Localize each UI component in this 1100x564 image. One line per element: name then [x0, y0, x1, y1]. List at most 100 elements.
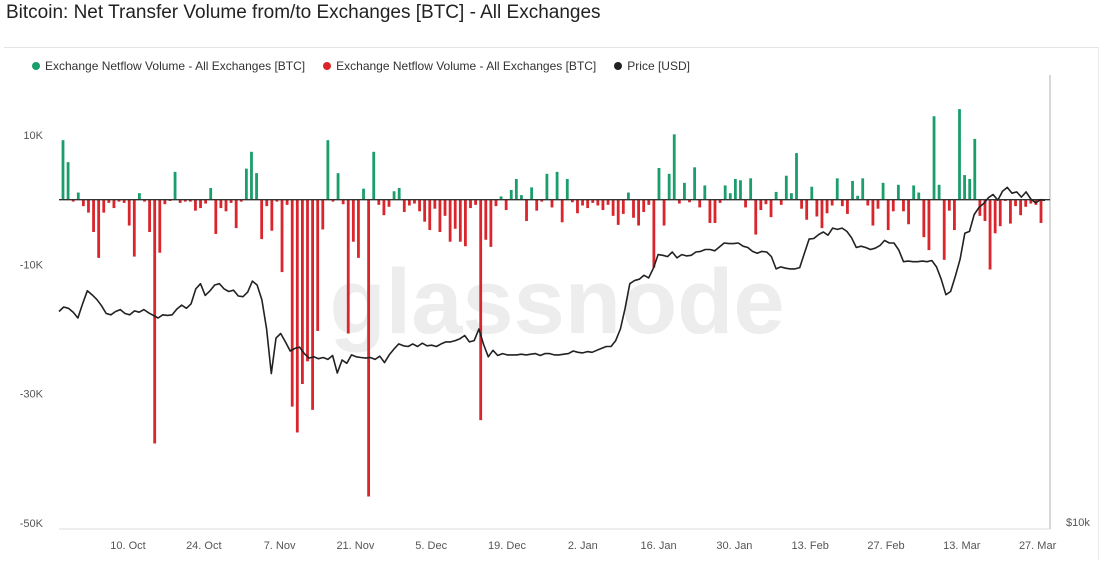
outflow-bar[interactable] — [947, 199, 951, 211]
outflow-bar[interactable] — [846, 199, 849, 214]
outflow-bar[interactable] — [234, 199, 238, 229]
outflow-bar[interactable] — [978, 199, 982, 216]
outflow-bar[interactable] — [402, 199, 406, 212]
outflow-bar[interactable] — [270, 199, 274, 231]
inflow-bar[interactable] — [255, 173, 258, 200]
inflow-bar[interactable] — [362, 188, 365, 200]
outflow-bar[interactable] — [199, 199, 202, 209]
outflow-bar[interactable] — [540, 199, 544, 202]
inflow-bar[interactable] — [520, 195, 523, 200]
outflow-bar[interactable] — [107, 199, 111, 203]
outflow-bar[interactable] — [295, 199, 299, 433]
outflow-bar[interactable] — [581, 199, 584, 206]
outflow-bar[interactable] — [382, 199, 386, 216]
outflow-bar[interactable] — [922, 199, 926, 238]
outflow-bar[interactable] — [535, 199, 539, 211]
outflow-bar[interactable] — [433, 199, 437, 209]
outflow-bar[interactable] — [219, 199, 223, 209]
inflow-bar[interactable] — [851, 180, 854, 200]
inflow-bar[interactable] — [672, 134, 676, 200]
outflow-bar[interactable] — [754, 199, 758, 235]
outflow-bar[interactable] — [902, 199, 905, 212]
inflow-bar[interactable] — [728, 193, 732, 200]
inflow-bar[interactable] — [810, 186, 814, 200]
outflow-bar[interactable] — [122, 199, 126, 203]
outflow-bar[interactable] — [341, 199, 345, 205]
outflow-bar[interactable] — [525, 199, 528, 222]
outflow-bar[interactable] — [301, 199, 304, 384]
outflow-bar[interactable] — [275, 199, 279, 202]
outflow-bar[interactable] — [953, 199, 956, 231]
outflow-bar[interactable] — [489, 199, 493, 247]
inflow-bar[interactable] — [861, 178, 865, 200]
outflow-bar[interactable] — [718, 199, 722, 203]
outflow-bar[interactable] — [800, 199, 803, 209]
legend-item-inflow[interactable]: Exchange Netflow Volume - All Exchanges … — [32, 59, 305, 73]
outflow-bar[interactable] — [927, 199, 931, 251]
outflow-bar[interactable] — [494, 199, 498, 207]
outflow-bar[interactable] — [367, 199, 371, 497]
outflow-bar[interactable] — [331, 199, 335, 202]
outflow-bar[interactable] — [586, 199, 590, 209]
inflow-bar[interactable] — [723, 185, 727, 200]
outflow-bar[interactable] — [1019, 199, 1023, 216]
outflow-bar[interactable] — [652, 199, 656, 268]
outflow-bar[interactable] — [418, 199, 421, 212]
inflow-bar[interactable] — [336, 173, 340, 200]
outflow-bar[interactable] — [188, 199, 192, 202]
outflow-bar[interactable] — [316, 199, 320, 331]
outflow-bar[interactable] — [805, 199, 809, 220]
outflow-bar[interactable] — [698, 199, 702, 208]
outflow-bar[interactable] — [285, 199, 289, 205]
outflow-bar[interactable] — [453, 199, 457, 229]
outflow-bar[interactable] — [183, 199, 187, 202]
outflow-bar[interactable] — [346, 199, 350, 334]
outflow-bar[interactable] — [423, 199, 427, 222]
inflow-bar[interactable] — [912, 185, 916, 200]
inflow-bar[interactable] — [250, 151, 253, 200]
inflow-bar[interactable] — [856, 195, 860, 200]
outflow-bar[interactable] — [464, 199, 467, 247]
outflow-bar[interactable] — [815, 199, 819, 217]
outflow-bar[interactable] — [127, 199, 131, 226]
legend-item-outflow[interactable]: Exchange Netflow Volume - All Exchanges … — [323, 59, 596, 73]
outflow-bar[interactable] — [871, 199, 875, 226]
inflow-bar[interactable] — [76, 192, 80, 200]
outflow-bar[interactable] — [428, 199, 432, 231]
outflow-bar[interactable] — [1014, 199, 1017, 207]
outflow-bar[interactable] — [351, 199, 355, 242]
outflow-bar[interactable] — [576, 199, 579, 214]
outflow-bar[interactable] — [606, 199, 610, 205]
inflow-bar[interactable] — [627, 192, 630, 200]
outflow-bar[interactable] — [229, 199, 233, 203]
outflow-bar[interactable] — [637, 199, 640, 226]
outflow-bar[interactable] — [148, 199, 151, 232]
outflow-bar[interactable] — [407, 199, 411, 206]
outflow-bar[interactable] — [413, 199, 416, 204]
outflow-bar[interactable] — [891, 199, 895, 212]
legend-item-price[interactable]: Price [USD] — [614, 59, 690, 73]
inflow-bar[interactable] — [545, 173, 549, 200]
outflow-bar[interactable] — [998, 199, 1002, 227]
price-line[interactable] — [58, 186, 1046, 375]
outflow-bar[interactable] — [71, 199, 75, 202]
outflow-bar[interactable] — [713, 199, 717, 223]
inflow-bar[interactable] — [326, 140, 330, 200]
outflow-bar[interactable] — [224, 199, 228, 212]
inflow-bar[interactable] — [937, 184, 941, 200]
outflow-bar[interactable] — [158, 199, 162, 253]
outflow-bar[interactable] — [825, 199, 829, 214]
outflow-bar[interactable] — [311, 199, 314, 410]
outflow-bar[interactable] — [866, 199, 870, 206]
outflow-bar[interactable] — [621, 199, 625, 214]
outflow-bar[interactable] — [321, 199, 325, 230]
inflow-bar[interactable] — [963, 175, 966, 200]
inflow-bar[interactable] — [973, 138, 977, 200]
inflow-bar[interactable] — [739, 180, 742, 200]
outflow-bar[interactable] — [677, 199, 681, 204]
outflow-bar[interactable] — [764, 199, 768, 205]
outflow-bar[interactable] — [769, 199, 773, 218]
outflow-bar[interactable] — [290, 199, 294, 407]
outflow-bar[interactable] — [204, 199, 208, 204]
inflow-bar[interactable] — [138, 193, 141, 200]
